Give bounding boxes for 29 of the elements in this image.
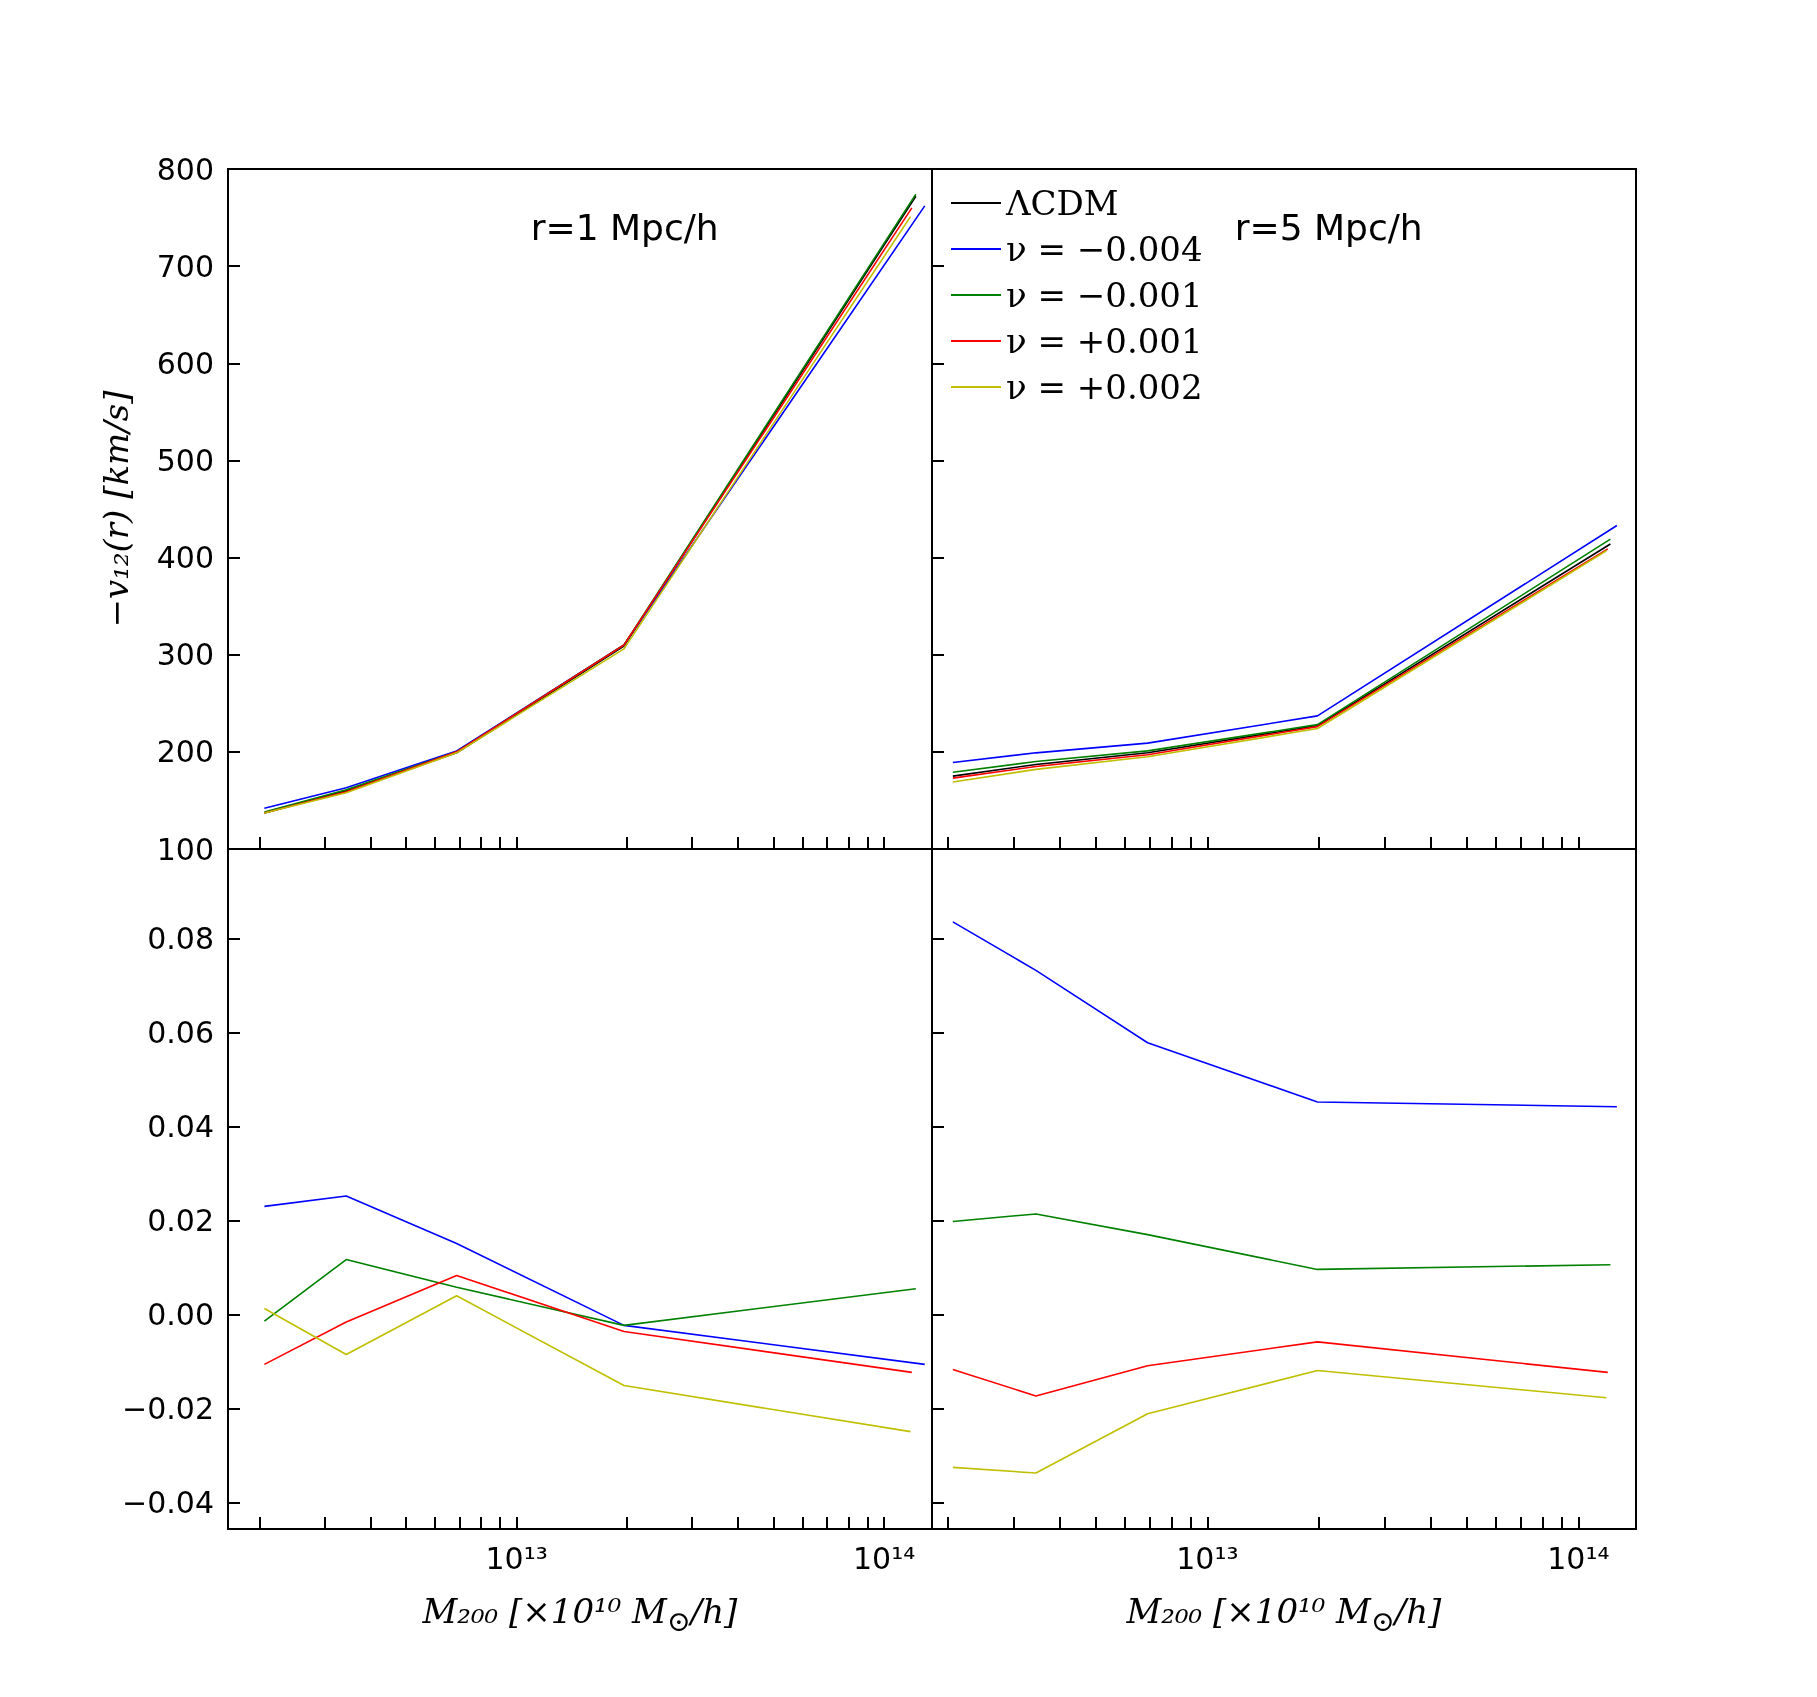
y-tick-label: 0.02	[147, 1203, 214, 1239]
legend-label: ν = +0.002	[1006, 367, 1203, 407]
x-axis-title: M₂₀₀ [×10¹⁰ M$_{⊙}$/h]	[422, 1591, 738, 1638]
y-tick-label: 300	[156, 637, 214, 673]
y-axis-title: −v₁₂(r) [km/s]	[95, 390, 136, 628]
x-tick-label: 10¹³	[1176, 1540, 1239, 1576]
y-tick-label: 0.06	[147, 1014, 214, 1050]
annotation: r=1 Mpc/h	[530, 206, 719, 248]
legend-label: ν = +0.001	[1006, 321, 1203, 361]
annotation: r=5 Mpc/h	[1234, 206, 1423, 248]
legend-label: ν = −0.001	[1006, 275, 1203, 315]
y-tick-label: 100	[156, 831, 214, 867]
y-tick-label: −0.02	[122, 1391, 214, 1427]
x-tick-label: 10¹⁴	[1547, 1540, 1610, 1576]
y-tick-label: 0.04	[147, 1108, 214, 1144]
y-tick-label: −0.04	[122, 1485, 214, 1521]
y-tick-label: 800	[156, 151, 214, 187]
y-tick-label: 0.08	[147, 920, 214, 956]
y-tick-label: 200	[156, 734, 214, 770]
x-axis-title: M₂₀₀ [×10¹⁰ M$_{⊙}$/h]	[1126, 1591, 1442, 1638]
x-tick-label: 10¹³	[485, 1540, 548, 1576]
y-tick-label: 600	[156, 345, 214, 381]
y-tick-label: 700	[156, 248, 214, 284]
y-tick-label: 0.00	[147, 1297, 214, 1333]
y-tick-label: 500	[156, 442, 214, 478]
legend-label: ν = −0.004	[1006, 229, 1203, 269]
x-tick-label: 10¹⁴	[852, 1540, 916, 1576]
y-tick-label: 400	[156, 540, 214, 576]
legend-label: ΛCDM	[1005, 183, 1119, 223]
